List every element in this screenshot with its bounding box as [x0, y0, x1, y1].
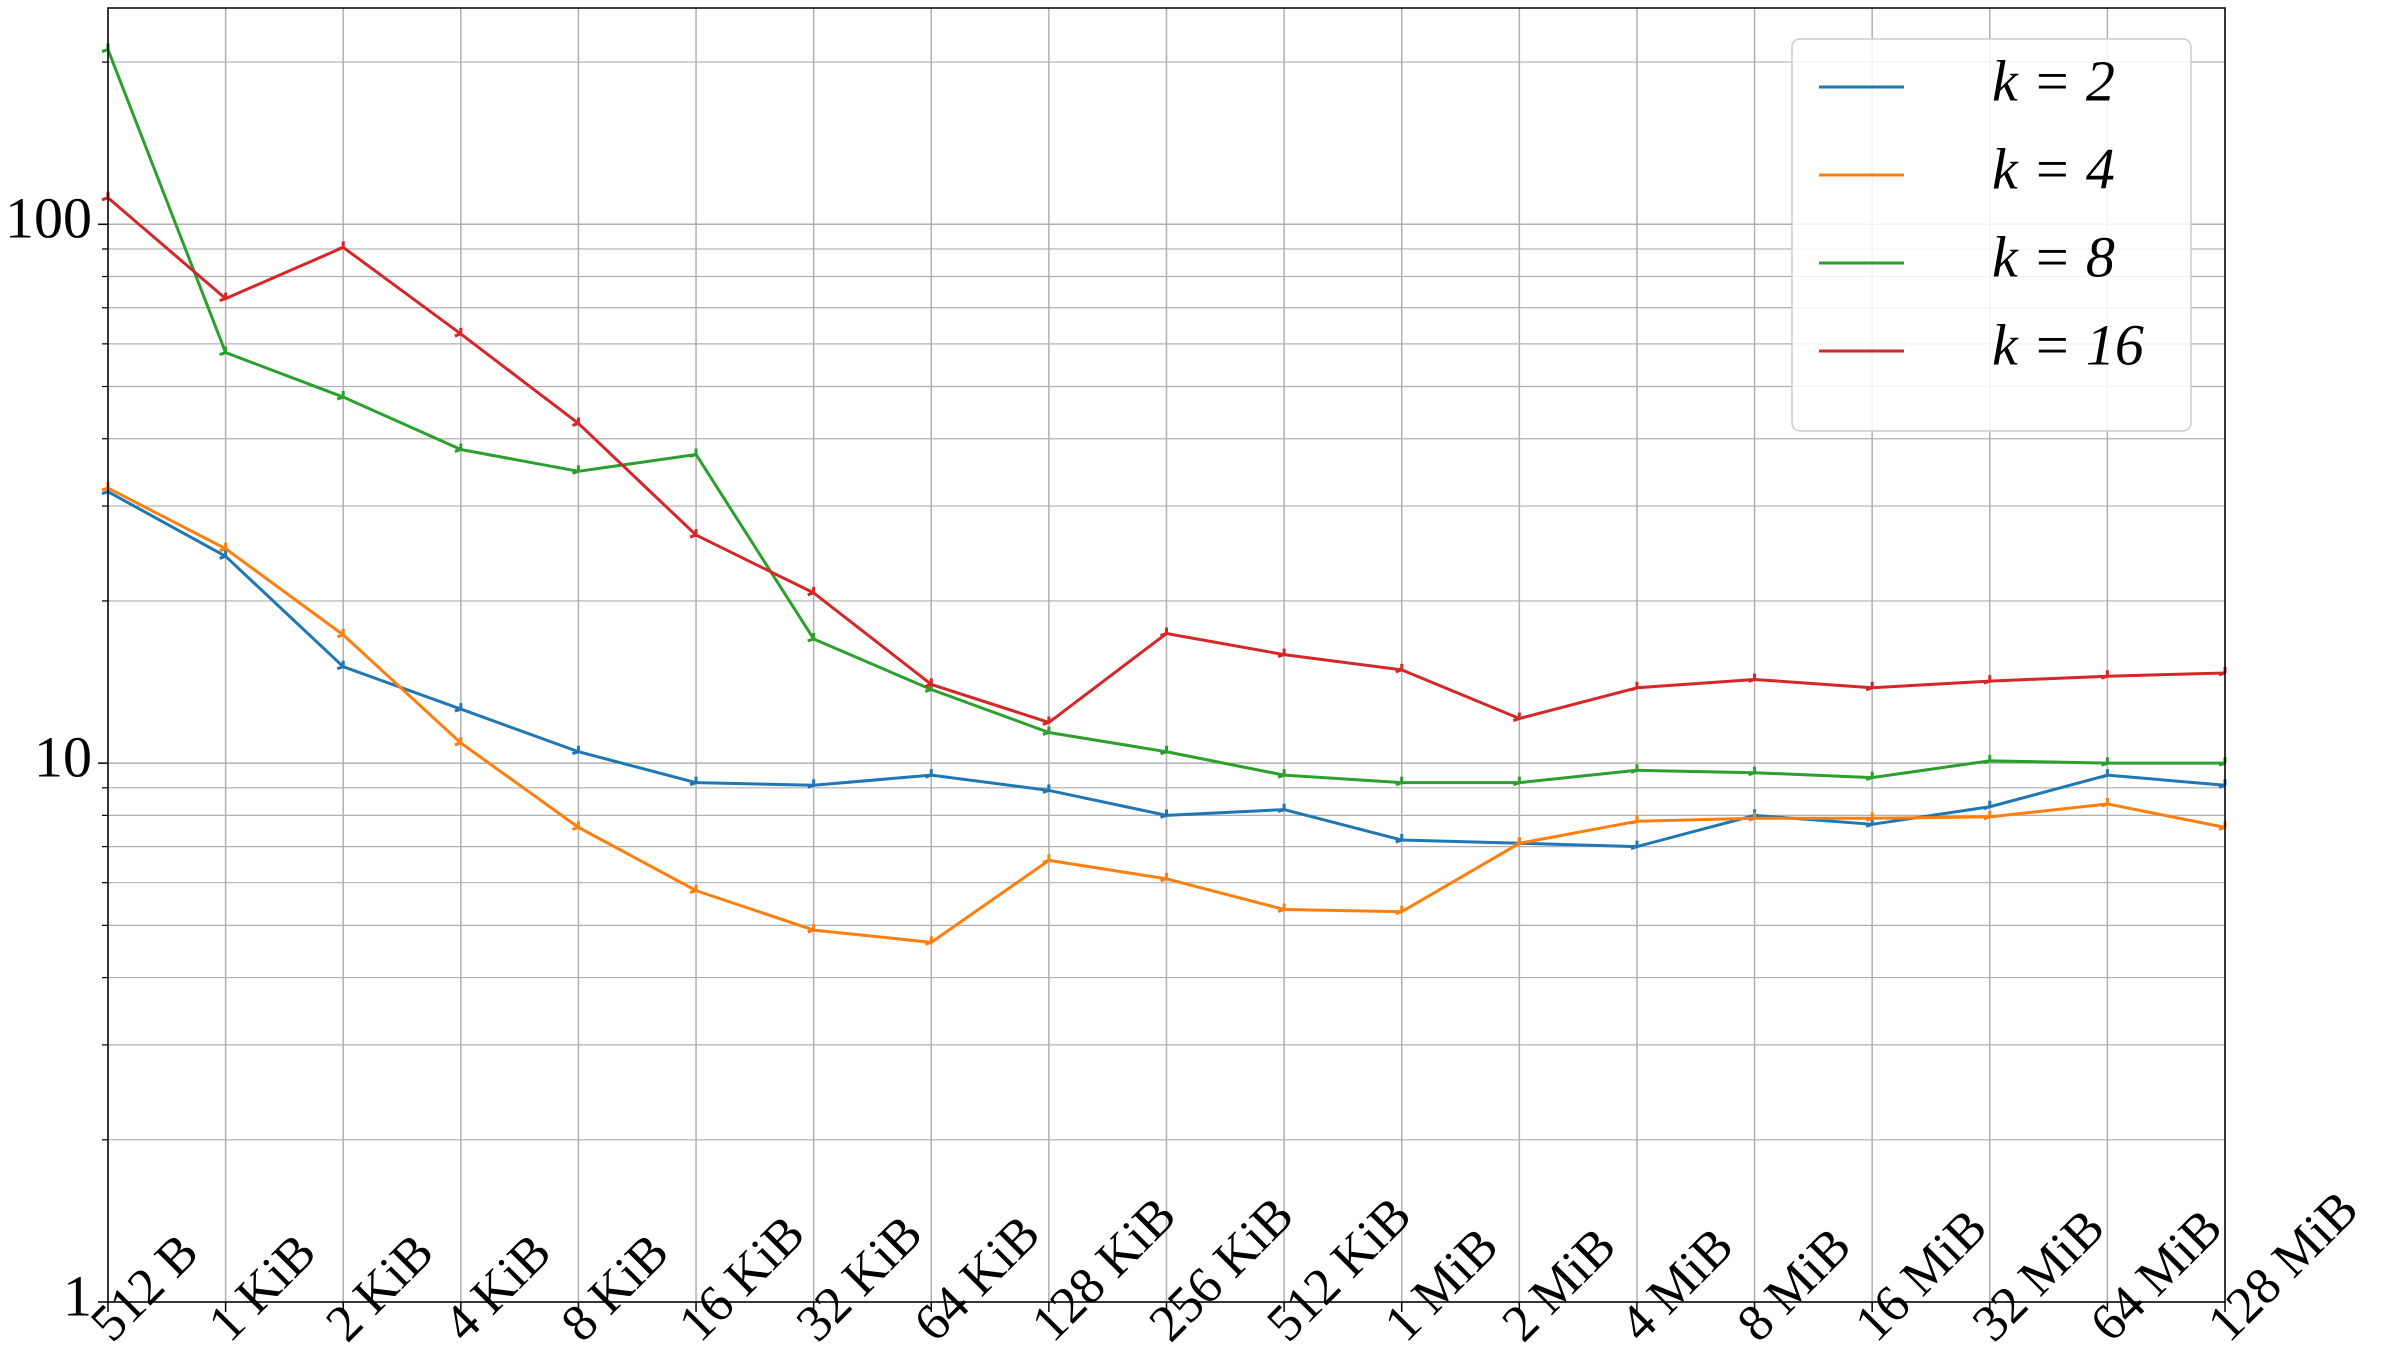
marker [2100, 797, 2109, 808]
legend-box [1791, 38, 2192, 432]
marker [571, 465, 580, 475]
x-tick-label: 4 KiB [433, 1223, 562, 1350]
marker [1865, 681, 1874, 692]
legend-label: k = 8 [1992, 224, 2115, 289]
x-tick-label: 2 MiB [1492, 1217, 1627, 1350]
marker [1512, 776, 1521, 787]
marker [1277, 648, 1286, 659]
marker [807, 632, 816, 643]
marker [454, 736, 463, 747]
marker [1277, 803, 1286, 814]
marker [336, 391, 345, 401]
marker [2218, 779, 2227, 789]
marker [2100, 757, 2109, 767]
marker [219, 346, 228, 357]
marker [1395, 776, 1404, 787]
y-tick-label: 100 [5, 186, 92, 251]
y-tick-label: 10 [34, 724, 92, 789]
marker [1395, 905, 1404, 916]
marker [336, 660, 345, 671]
marker [2218, 666, 2227, 677]
marker [219, 542, 228, 553]
marker [807, 779, 816, 789]
x-tick-label: 16 MiB [1844, 1199, 1998, 1350]
marker [1983, 800, 1992, 811]
marker [1630, 815, 1639, 825]
plot-frame [107, 7, 2226, 1303]
x-tick-label: 1 KiB [198, 1223, 327, 1350]
marker [1160, 872, 1168, 883]
y-tick-label: 1 [63, 1263, 92, 1328]
marker [1865, 812, 1874, 822]
marker [924, 769, 933, 779]
marker [101, 43, 110, 53]
marker [2100, 670, 2109, 680]
marker [2100, 769, 2109, 779]
marker [454, 443, 463, 453]
marker [571, 821, 580, 831]
marker [1277, 769, 1286, 779]
marker [1042, 716, 1051, 726]
marker [1748, 812, 1757, 822]
x-tick-label: 8 KiB [551, 1223, 680, 1350]
marker [1630, 764, 1639, 774]
x-tick-label: 32 KiB [786, 1205, 934, 1350]
marker [1983, 675, 1992, 685]
marker [101, 482, 110, 492]
marker [689, 776, 698, 787]
x-tick-label: 128 MiB [2197, 1180, 2369, 1350]
marker [1277, 903, 1286, 913]
marker [336, 628, 345, 639]
marker [1042, 726, 1051, 736]
marker [1042, 854, 1051, 864]
marker [336, 241, 345, 251]
marker [454, 327, 463, 338]
marker [101, 191, 110, 202]
marker [1748, 766, 1757, 777]
marker [1630, 840, 1639, 851]
marker [219, 550, 228, 560]
x-tick-label: 64 KiB [903, 1205, 1051, 1350]
x-tick-label: 64 MiB [2080, 1199, 2234, 1350]
x-tick-label: 8 MiB [1727, 1217, 1862, 1350]
marker [807, 586, 816, 597]
x-tick-label: 16 KiB [668, 1205, 816, 1350]
marker [1983, 754, 1992, 765]
marker [1395, 663, 1404, 674]
marker [1160, 745, 1168, 756]
x-tick-label: 2 KiB [315, 1223, 444, 1350]
marker [1748, 673, 1757, 683]
marker [571, 417, 580, 427]
marker [219, 292, 228, 303]
marker [1395, 834, 1404, 844]
marker [1160, 627, 1168, 637]
marker [2218, 757, 2227, 767]
legend-label: k = 16 [1992, 312, 2144, 377]
marker [1512, 837, 1521, 847]
x-tick-label: 4 MiB [1609, 1217, 1744, 1350]
marker [924, 678, 933, 688]
marker [1160, 809, 1168, 819]
x-tick-label: 512 B [80, 1223, 209, 1350]
marker [1630, 681, 1639, 692]
marker [454, 703, 463, 713]
marker [689, 884, 698, 895]
marker [1865, 771, 1874, 782]
marker [1983, 810, 1992, 821]
legend-label: k = 4 [1992, 136, 2115, 201]
x-tick-label: 32 MiB [1962, 1199, 2116, 1350]
marker [1042, 784, 1051, 794]
marker [807, 924, 816, 934]
marker [1512, 712, 1521, 722]
marker [689, 448, 698, 458]
marker [924, 936, 933, 946]
marker [571, 745, 580, 756]
legend-label: k = 2 [1992, 48, 2115, 113]
marker [689, 529, 698, 539]
